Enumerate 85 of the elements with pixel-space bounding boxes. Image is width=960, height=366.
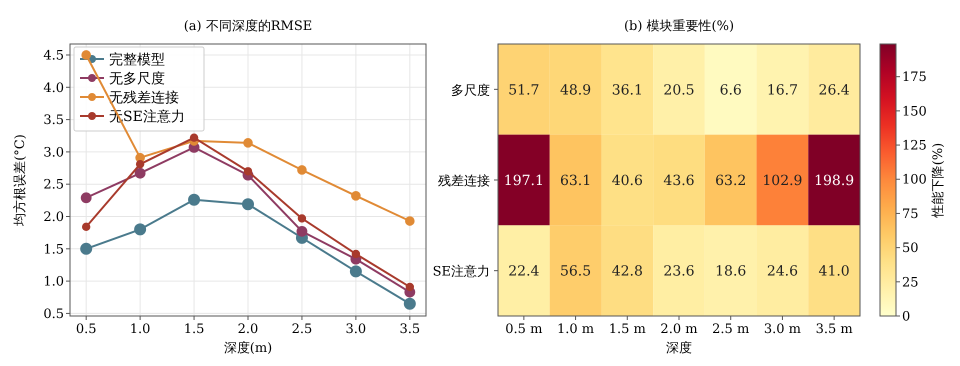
legend-label: 无多尺度 <box>109 71 165 87</box>
y-tick-label: 2.0 <box>43 210 64 226</box>
x-tick-label: 3.0 <box>346 322 366 337</box>
data-label: 20.5 <box>663 82 695 98</box>
point <box>134 168 146 179</box>
data-label: 26.4 <box>818 82 850 98</box>
data-label: 197.1 <box>504 173 544 189</box>
data-label: 51.7 <box>508 82 540 98</box>
x-tick-label: 0.5 <box>76 322 97 337</box>
x-axis-title: 深度(m) <box>224 340 272 356</box>
x-tick-label: 2.5 m <box>712 322 750 337</box>
data-label: 56.5 <box>560 264 592 280</box>
y-tick-label: 1.0 <box>43 274 64 290</box>
y-tick-label: 4.0 <box>43 80 64 96</box>
x-tick-label: 3.0 m <box>764 322 801 337</box>
color-bar-label: 0 <box>902 310 910 324</box>
point <box>351 191 361 201</box>
data-label: 42.8 <box>612 264 643 280</box>
point <box>352 250 360 258</box>
y-tick-label: 2.5 <box>43 178 64 193</box>
point <box>82 222 90 232</box>
point <box>188 194 200 206</box>
point <box>298 214 306 223</box>
color-bar-label: 25 <box>902 275 919 290</box>
chart-title: (b) 模块重要性(%) <box>624 19 734 34</box>
data-label: 24.6 <box>766 264 798 280</box>
legend-label: 完整模型 <box>109 52 165 68</box>
point <box>80 242 92 255</box>
x-tick-label: 1.5 <box>184 322 204 337</box>
data-label: 63.2 <box>715 173 746 189</box>
point <box>406 282 414 292</box>
x-tick-label: 2.5 <box>292 322 312 337</box>
data-label: 23.6 <box>663 264 695 280</box>
x-tick-label: 1.0 m <box>557 322 594 337</box>
data-label: 198.9 <box>814 173 854 189</box>
color-bar-label: 175 <box>902 70 927 86</box>
point <box>134 223 146 236</box>
point <box>190 133 198 142</box>
point <box>81 50 91 60</box>
color-bar-title: 性能下降(%) <box>931 142 946 218</box>
x-tick-label: 0.5 m <box>505 322 542 337</box>
data-label: 48.9 <box>560 82 592 98</box>
legend-label: 无残差连接 <box>109 90 179 106</box>
y-tick-label: 1.5 <box>43 242 64 258</box>
point <box>136 160 144 168</box>
data-label: 41.0 <box>818 264 850 280</box>
x-tick-label: 3.5 m <box>816 322 853 337</box>
y-tick-label: 4.5 <box>43 48 64 64</box>
y-tick-label: SE注意力 <box>432 264 490 280</box>
data-label: 102.9 <box>762 173 802 189</box>
y-tick-label: 3.5 <box>43 113 64 128</box>
point <box>405 216 415 226</box>
y-tick-label: 多尺度 <box>451 82 490 98</box>
data-label: 16.7 <box>766 82 798 98</box>
point <box>80 192 92 204</box>
data-label: 6.6 <box>720 82 742 98</box>
color-bar-label: 75 <box>902 206 919 222</box>
point <box>242 198 254 210</box>
point <box>244 167 252 176</box>
x-axis-title: 深度 <box>666 340 692 356</box>
point <box>297 165 307 175</box>
point <box>350 265 362 278</box>
y-axis-title: 均方根误差(°C) <box>12 134 28 227</box>
x-tick-label: 2.0 m <box>660 322 698 337</box>
color-bar-label: 150 <box>902 104 927 120</box>
y-tick-label: 残差连接 <box>438 174 490 189</box>
color-bar-label: 125 <box>902 138 927 154</box>
y-tick-label: 0.5 <box>43 306 64 322</box>
point <box>404 298 416 310</box>
chart-title: (a) 不同深度的RMSE <box>184 18 312 34</box>
color-bar-label: 50 <box>902 241 919 256</box>
point <box>243 138 253 148</box>
point <box>296 226 308 237</box>
x-tick-label: 3.5 <box>399 322 420 337</box>
x-tick-label: 2.0 <box>238 322 258 337</box>
data-label: 36.1 <box>612 82 643 98</box>
x-tick-label: 1.5 m <box>608 322 646 337</box>
y-tick-label: 3.0 <box>43 145 64 160</box>
data-label: 43.6 <box>663 173 695 189</box>
data-label: 40.6 <box>612 173 643 189</box>
data-label: 18.6 <box>715 264 746 280</box>
color-bar-label: 100 <box>902 172 927 188</box>
data-label: 63.1 <box>560 173 592 189</box>
x-tick-label: 1.0 <box>130 322 150 337</box>
data-label: 22.4 <box>508 264 540 280</box>
